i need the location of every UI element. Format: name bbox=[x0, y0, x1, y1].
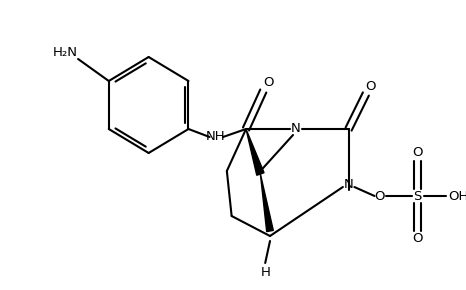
Text: OH: OH bbox=[448, 189, 466, 202]
Text: N: N bbox=[291, 122, 301, 135]
Text: O: O bbox=[365, 79, 376, 93]
Text: O: O bbox=[374, 189, 384, 202]
Text: O: O bbox=[263, 77, 274, 90]
Polygon shape bbox=[246, 129, 264, 175]
Text: N: N bbox=[344, 177, 354, 191]
Text: NH: NH bbox=[206, 130, 225, 144]
Text: H: H bbox=[260, 267, 270, 280]
Text: S: S bbox=[413, 189, 422, 202]
Text: O: O bbox=[412, 233, 423, 246]
Polygon shape bbox=[260, 174, 273, 232]
Text: O: O bbox=[412, 146, 423, 160]
Text: H₂N: H₂N bbox=[53, 46, 78, 59]
